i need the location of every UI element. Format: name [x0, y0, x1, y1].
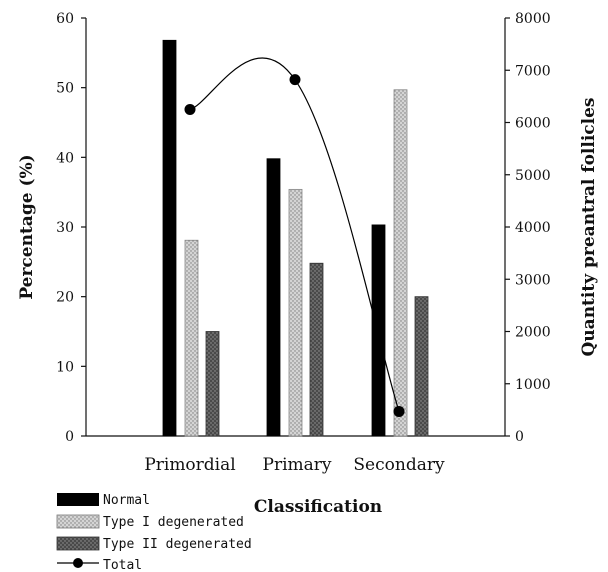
left-tick-label: 0	[65, 429, 74, 445]
bar-type1-degenerated-primary	[288, 188, 303, 437]
category-label-secondary: Secondary	[353, 455, 445, 475]
bar-normal-primordial	[162, 39, 177, 437]
category-label-primordial: Primordial	[144, 455, 235, 475]
right-tick-label: 7000	[515, 63, 551, 79]
right-tick-label: 2000	[515, 325, 551, 341]
right-tick-label: 8000	[515, 11, 551, 27]
total-line	[189, 57, 400, 412]
left-tick-label: 60	[56, 11, 74, 27]
bar-type1-degenerated-primordial	[184, 239, 199, 437]
right-tick-label: 5000	[515, 168, 551, 184]
right-tick-label: 3000	[515, 272, 551, 288]
total-point-primordial	[184, 103, 196, 115]
left-tick-label: 10	[56, 359, 74, 375]
total-point-primary	[289, 74, 301, 86]
right-tick-label: 1000	[515, 377, 551, 393]
legend-label-type1: Type I degenerated	[103, 515, 244, 530]
legend-label-total: Total	[103, 558, 142, 572]
category-label-primary: Primary	[263, 455, 332, 475]
bar-type2-degenerated-secondary	[414, 296, 429, 437]
bar-type2-degenerated-primary	[309, 262, 324, 437]
right-tick-label: 4000	[515, 220, 551, 236]
bar-type1-degenerated-secondary	[393, 89, 408, 437]
legend: Normal Type I degenerated Type II degene…	[56, 493, 252, 572]
legend-label-type2: Type II degenerated	[103, 537, 252, 552]
left-tick-label: 40	[56, 150, 74, 166]
left-tick-label: 50	[56, 81, 74, 97]
total-line-series	[184, 57, 405, 417]
category-labels: Primordial Primary Secondary	[144, 455, 445, 475]
left-axis-ticks: 0 10 20 30 40 50 60	[56, 11, 86, 445]
bar-type2-degenerated-primordial	[205, 331, 220, 437]
right-tick-label: 0	[515, 429, 524, 445]
legend-marker-total	[73, 558, 83, 568]
legend-swatch-normal	[57, 493, 99, 506]
bar-normal-secondary	[371, 224, 386, 437]
legend-swatch-type1	[56, 514, 100, 529]
y2-axis-title: Quantity preantral follicles	[579, 98, 599, 357]
legend-label-normal: Normal	[103, 493, 150, 508]
total-point-secondary	[393, 405, 405, 417]
bars	[162, 39, 429, 437]
legend-swatch-type2	[56, 536, 100, 551]
bar-normal-primary	[266, 158, 281, 437]
left-tick-label: 20	[56, 290, 74, 306]
left-tick-label: 30	[56, 220, 74, 236]
right-tick-label: 6000	[515, 116, 551, 132]
x-axis-title: Classification	[254, 497, 382, 517]
y-axis-title: Percentage (%)	[17, 154, 37, 299]
right-axis-ticks: 0 1000 2000 3000 4000 5000 6000 7000 8000	[505, 11, 551, 445]
